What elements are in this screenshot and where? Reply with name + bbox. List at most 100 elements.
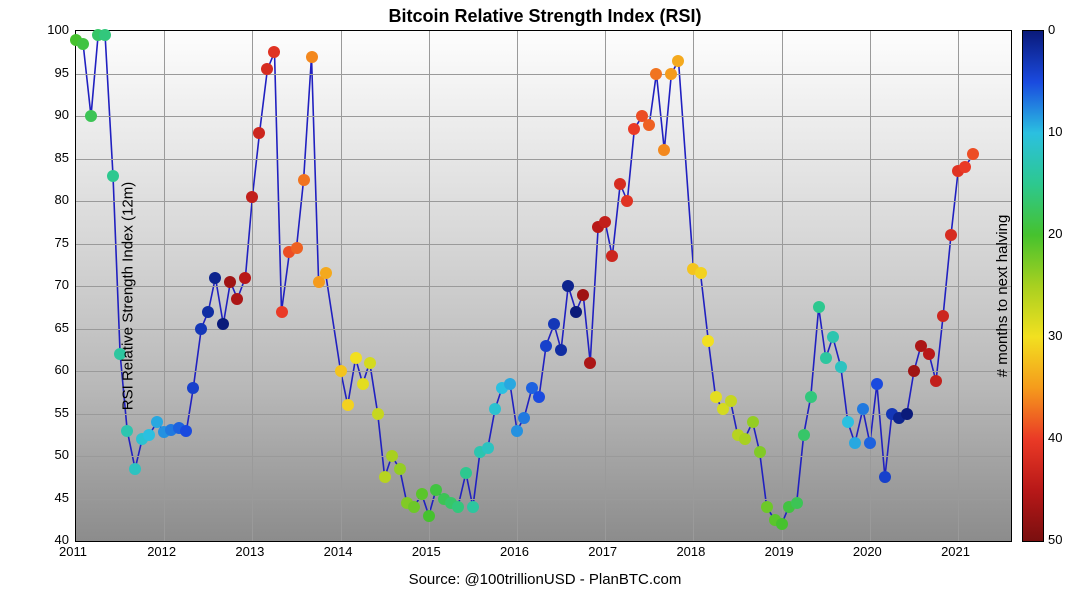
data-point (857, 403, 869, 415)
data-point (584, 357, 596, 369)
data-point (460, 467, 472, 479)
data-point (423, 510, 435, 522)
colorbar-tick-label: 50 (1048, 532, 1062, 547)
data-point (606, 250, 618, 262)
y-tick-label: 75 (55, 235, 69, 250)
data-point (408, 501, 420, 513)
y-tick-label: 100 (47, 22, 69, 37)
data-point (195, 323, 207, 335)
data-point (364, 357, 376, 369)
x-tick-label: 2017 (588, 544, 617, 559)
data-point (562, 280, 574, 292)
data-point (923, 348, 935, 360)
x-tick-label: 2012 (147, 544, 176, 559)
colorbar (1022, 30, 1044, 542)
data-point (107, 170, 119, 182)
data-point (761, 501, 773, 513)
x-tick-label: 2019 (765, 544, 794, 559)
data-point (180, 425, 192, 437)
data-point (835, 361, 847, 373)
data-point (394, 463, 406, 475)
data-point (452, 501, 464, 513)
y-tick-label: 70 (55, 277, 69, 292)
data-point (776, 518, 788, 530)
x-tick-label: 2018 (676, 544, 705, 559)
data-point (901, 408, 913, 420)
colorbar-label: # months to next halving (994, 215, 1011, 378)
data-point (143, 429, 155, 441)
y-axis-label: RSI Relative Strength Index (12m) (120, 182, 137, 410)
data-point (298, 174, 310, 186)
data-point (842, 416, 854, 428)
data-point (658, 144, 670, 156)
data-point (239, 272, 251, 284)
data-point (268, 46, 280, 58)
data-point (209, 272, 221, 284)
y-tick-label: 95 (55, 65, 69, 80)
data-point (511, 425, 523, 437)
x-tick-label: 2016 (500, 544, 529, 559)
data-point (291, 242, 303, 254)
data-point (77, 38, 89, 50)
x-tick-label: 2021 (941, 544, 970, 559)
x-tick-label: 2013 (235, 544, 264, 559)
data-point (805, 391, 817, 403)
data-point (827, 331, 839, 343)
data-point (813, 301, 825, 313)
data-point (695, 267, 707, 279)
data-point (246, 191, 258, 203)
y-tick-label: 45 (55, 490, 69, 505)
data-point (320, 267, 332, 279)
data-point (599, 216, 611, 228)
data-point (540, 340, 552, 352)
data-point (967, 148, 979, 160)
data-point (621, 195, 633, 207)
colorbar-tick-label: 10 (1048, 124, 1062, 139)
x-tick-label: 2015 (412, 544, 441, 559)
x-tick-label: 2014 (324, 544, 353, 559)
y-tick-label: 50 (55, 447, 69, 462)
data-point (379, 471, 391, 483)
data-point (945, 229, 957, 241)
colorbar-tick-label: 0 (1048, 22, 1055, 37)
y-tick-label: 90 (55, 107, 69, 122)
data-point (650, 68, 662, 80)
data-point (871, 378, 883, 390)
y-tick-label: 80 (55, 192, 69, 207)
data-point (577, 289, 589, 301)
data-point (614, 178, 626, 190)
y-tick-label: 65 (55, 320, 69, 335)
data-point (372, 408, 384, 420)
data-point (710, 391, 722, 403)
data-point (253, 127, 265, 139)
data-point (791, 497, 803, 509)
data-point (261, 63, 273, 75)
data-point (643, 119, 655, 131)
data-point (702, 335, 714, 347)
data-point (217, 318, 229, 330)
x-tick-label: 2011 (59, 544, 87, 559)
data-point (224, 276, 236, 288)
caption-text: Source: @100trillionUSD - PlanBTC.com (0, 571, 1090, 588)
data-point (672, 55, 684, 67)
y-tick-label: 55 (55, 405, 69, 420)
data-point (129, 463, 141, 475)
data-point (665, 68, 677, 80)
data-point (570, 306, 582, 318)
data-point (908, 365, 920, 377)
colorbar-tick-label: 30 (1048, 328, 1062, 343)
data-point (85, 110, 97, 122)
data-point (467, 501, 479, 513)
data-point (959, 161, 971, 173)
data-point (930, 375, 942, 387)
data-point (350, 352, 362, 364)
data-point (121, 425, 133, 437)
data-point (306, 51, 318, 63)
data-point (849, 437, 861, 449)
data-point (489, 403, 501, 415)
data-point (820, 352, 832, 364)
data-point (335, 365, 347, 377)
data-point (937, 310, 949, 322)
data-point (533, 391, 545, 403)
data-point (99, 29, 111, 41)
